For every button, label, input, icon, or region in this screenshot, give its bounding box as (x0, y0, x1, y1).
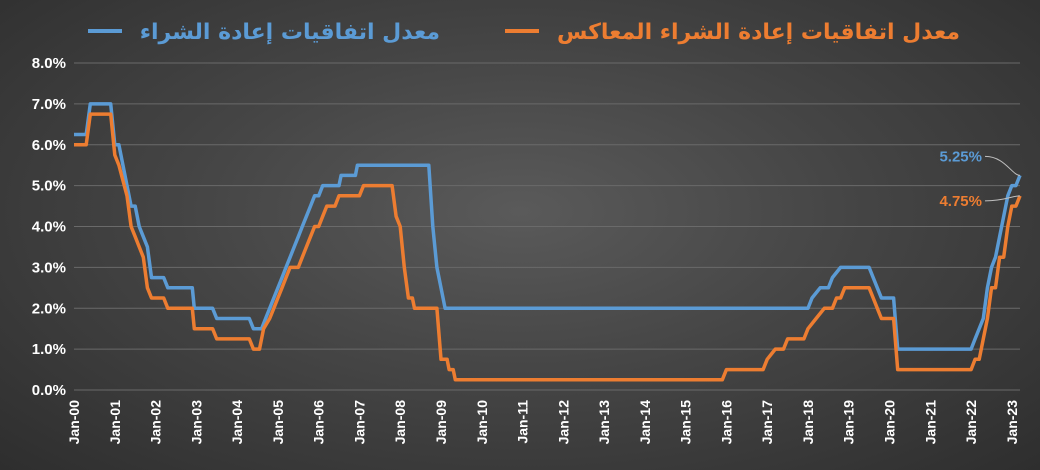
y-axis: 0.0% 1.0% 2.0% 3.0% 4.0% 5.0% 6.0% 7.0% 8.0% (32, 55, 66, 399)
gridlines (74, 62, 1020, 391)
x-tick-label: Jan-07 (351, 400, 367, 445)
x-tick-label: Jan-17 (759, 400, 775, 445)
x-tick-label: Jan-10 (474, 400, 490, 445)
x-tick-label: Jan-02 (148, 400, 164, 445)
series-line-0 (74, 102, 1022, 351)
x-tick-label: Jan-06 (311, 400, 327, 445)
end-label-0: 5.25% (939, 148, 982, 165)
end-labels: 5.25% 4.75% (939, 148, 1021, 210)
end-label-1: 4.75% (939, 193, 982, 210)
y-tick-label: 6.0% (32, 137, 66, 154)
y-tick-label: 4.0% (32, 219, 66, 236)
x-tick-label: Jan-12 (555, 400, 571, 445)
y-tick-label: 3.0% (32, 259, 66, 276)
x-tick-label: Jan-03 (188, 400, 204, 445)
legend-label-1: معدل اتفاقيات إعادة الشراء المعاكس (557, 20, 960, 45)
x-tick-label: Jan-04 (229, 400, 245, 445)
y-tick-label: 5.0% (32, 178, 66, 195)
y-tick-label: 7.0% (32, 96, 66, 113)
x-tick-label: Jan-21 (922, 400, 938, 445)
x-tick-label: Jan-15 (678, 400, 694, 445)
end-label-leader (984, 195, 1021, 202)
x-tick-label: Jan-01 (107, 400, 123, 445)
x-axis: Jan-00 Jan-01 Jan-02 Jan-03 Jan-04 Jan-05 Jan-… (66, 400, 1020, 445)
x-tick-label: Jan-22 (963, 400, 979, 445)
x-tick-label: Jan-14 (637, 400, 653, 445)
y-tick-label: 0.0% (32, 382, 66, 399)
legend-label-0: معدل اتفاقيات إعادة الشراء (140, 20, 440, 45)
x-tick-label: Jan-16 (718, 400, 734, 445)
y-tick-label: 2.0% (32, 300, 66, 317)
x-tick-label: Jan-18 (800, 400, 816, 445)
series-lines (74, 102, 1022, 382)
x-tick-label: Jan-19 (841, 400, 857, 445)
series-line-1 (74, 112, 1022, 382)
legend: معدل اتفاقيات إعادة الشراء معدل اتفاقيات … (88, 20, 960, 45)
x-tick-label: Jan-13 (596, 400, 612, 445)
end-label-leader (984, 155, 1021, 176)
x-tick-label: Jan-23 (1004, 400, 1020, 445)
x-tick-label: Jan-08 (392, 400, 408, 445)
x-tick-label: Jan-20 (882, 400, 898, 445)
y-tick-label: 8.0% (32, 55, 66, 72)
x-tick-label: Jan-09 (433, 400, 449, 445)
x-tick-label: Jan-00 (66, 400, 82, 445)
x-tick-label: Jan-11 (515, 400, 531, 444)
y-tick-label: 1.0% (32, 341, 66, 358)
x-tick-label: Jan-05 (270, 400, 286, 445)
